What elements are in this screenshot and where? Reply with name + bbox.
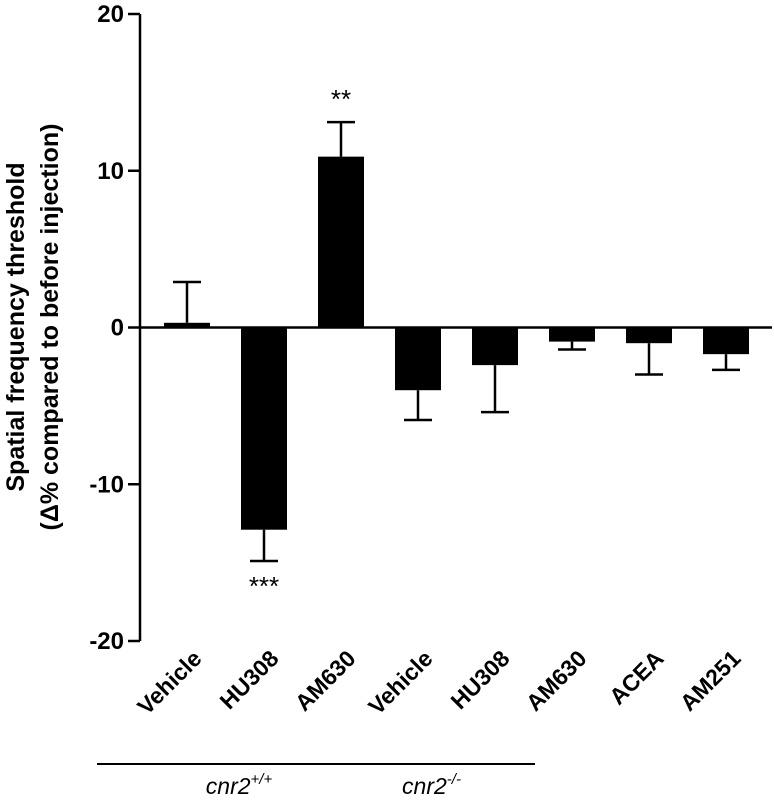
y-axis-label-line2: (Δ% compared to before injection) — [36, 124, 64, 531]
bar — [472, 327, 518, 366]
group-label-superscript: +/+ — [251, 771, 273, 788]
x-tick-label: ACEA — [604, 645, 668, 709]
significance-marker: *** — [249, 571, 279, 601]
x-tick-label: AM630 — [290, 645, 361, 716]
bar — [164, 322, 210, 328]
x-tick-labels: Vehicle HU308 AM630 Vehicle HU308 AM630 ACEA AM… — [132, 645, 746, 720]
annotations: ***** — [249, 84, 351, 601]
y-axis-label-line1: Spatial frequency threshold — [2, 162, 30, 491]
significance-marker: ** — [331, 84, 351, 114]
y-tick-label: -20 — [89, 628, 124, 655]
x-tick-label: Vehicle — [363, 645, 437, 719]
group-label: cnr2+/+ — [206, 771, 273, 799]
bar — [395, 327, 441, 391]
error-bars — [173, 120, 740, 563]
bar — [703, 327, 749, 355]
x-tick-label: AM630 — [521, 645, 592, 716]
y-tick-label: 0 — [111, 315, 124, 342]
group-label-superscript: -/- — [447, 771, 461, 788]
axes — [128, 12, 772, 643]
group-label-base: cnr2 — [206, 773, 251, 799]
group-label: cnr2-/- — [402, 771, 461, 799]
y-tick-label: 20 — [97, 1, 124, 28]
x-tick-label: Vehicle — [132, 645, 206, 719]
x-tick-label: AM251 — [675, 645, 746, 716]
y-tick-label: 10 — [97, 158, 124, 185]
bar — [626, 327, 672, 344]
x-tick-label: HU308 — [215, 645, 284, 714]
group-label-base: cnr2 — [402, 773, 447, 799]
y-tick-label: -10 — [89, 471, 124, 498]
x-tick-label: HU308 — [446, 645, 515, 714]
y-tick-labels: 20 10 0 -10 -20 — [89, 1, 124, 655]
bar — [241, 327, 287, 530]
group-labels: cnr2+/+ cnr2-/- — [97, 763, 535, 799]
bar — [549, 327, 595, 342]
bar — [318, 156, 364, 328]
bars — [164, 156, 749, 530]
